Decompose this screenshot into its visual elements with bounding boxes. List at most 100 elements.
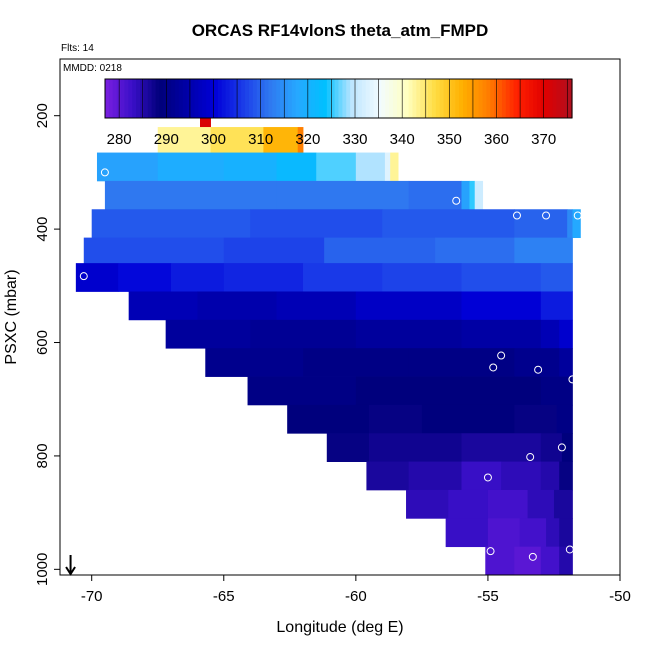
- colorbar-tick-label: 350: [437, 131, 462, 148]
- heatmap-cell: [287, 404, 370, 434]
- arrow-down-icon: [65, 566, 76, 576]
- colorbar-swatch: [194, 79, 199, 118]
- colorbar-swatch: [322, 79, 328, 118]
- colorbar-swatch: [400, 79, 406, 118]
- heatmap-cell: [519, 518, 547, 548]
- y-tick-label: 400: [34, 217, 51, 242]
- data-marker: [557, 443, 566, 452]
- heatmap-cell: [157, 152, 225, 182]
- chart-title: ORCAS RF14vlonS theta_atm_FMPD: [192, 21, 489, 40]
- data-marker: [568, 375, 577, 384]
- x-tick-label: -50: [609, 588, 631, 605]
- heatmap-cell: [559, 461, 573, 491]
- colorbar-swatch: [159, 79, 164, 118]
- data-marker: [526, 453, 535, 462]
- heatmap-cell: [559, 348, 573, 377]
- data-marker: [79, 272, 88, 281]
- colorbar-swatch: [124, 79, 129, 118]
- colorbar-swatch: [260, 79, 266, 118]
- heatmap-cell: [461, 291, 542, 321]
- colorbar-swatch: [369, 79, 375, 118]
- data-marker: [497, 351, 506, 360]
- heatmap-cell: [553, 489, 573, 519]
- colorbar-swatch: [252, 79, 258, 118]
- heatmap-cell: [461, 461, 502, 491]
- heatmap-cell: [445, 518, 489, 548]
- heatmap-cell: [561, 433, 573, 462]
- heatmap-cell: [435, 237, 515, 264]
- data-marker: [489, 363, 498, 372]
- colorbar-swatch: [105, 79, 110, 118]
- y-axis-label: PSXC (mbar): [3, 269, 20, 364]
- colorbar: 280 290 300 310 320 330 340 350 360 370: [104, 78, 573, 148]
- colorbar-swatch: [392, 79, 398, 118]
- data-marker: [573, 211, 582, 220]
- colorbar-swatch: [334, 79, 340, 118]
- colorbar-swatch: [548, 79, 554, 118]
- colorbar-swatch: [295, 79, 301, 118]
- colorbar-swatch: [346, 79, 351, 118]
- colorbar-swatch: [229, 79, 235, 118]
- heatmap-cell: [250, 209, 383, 239]
- x-tick-label: -65: [213, 588, 235, 605]
- colorbar-swatch: [540, 79, 546, 118]
- colorbar-swatch: [416, 79, 421, 118]
- x-tick-label: -70: [81, 588, 103, 605]
- colorbar-swatch: [202, 79, 207, 118]
- colorbar-swatch: [175, 79, 180, 118]
- heatmap-cell: [469, 180, 476, 210]
- colorbar-swatch: [513, 79, 519, 118]
- colorbar-swatch: [143, 79, 149, 118]
- colorbar-swatch: [509, 79, 515, 118]
- data-marker: [542, 211, 551, 220]
- colorbar-swatch: [326, 79, 332, 118]
- colorbar-swatch: [206, 79, 211, 118]
- flights-note: Flts: 14: [61, 43, 94, 54]
- heatmap-cell: [324, 237, 436, 264]
- heatmap-cell: [540, 319, 560, 349]
- colorbar-swatch: [213, 79, 219, 118]
- heatmap-cell: [514, 404, 558, 434]
- heatmap-cell: [559, 518, 573, 548]
- colorbar-swatch: [521, 79, 526, 118]
- colorbar-swatch: [389, 79, 394, 118]
- colorbar-swatch: [443, 79, 449, 118]
- heatmap-cell: [75, 263, 119, 292]
- heatmap-cell: [487, 489, 528, 519]
- colorbar-swatch: [536, 79, 542, 118]
- colorbar-swatch: [455, 79, 460, 118]
- heatmap-cell: [223, 237, 325, 264]
- heatmap-cell: [559, 546, 573, 576]
- colorbar-swatch: [167, 79, 172, 118]
- heatmap-cell: [104, 180, 278, 210]
- colorbar-tick-label: 280: [107, 131, 132, 148]
- colorbar-swatch: [237, 79, 242, 118]
- y-tick-label: 200: [34, 103, 51, 128]
- heatmap-cell: [501, 461, 542, 491]
- data-marker: [483, 473, 492, 482]
- colorbar-swatch: [490, 79, 495, 118]
- colorbar-swatch: [210, 79, 215, 118]
- colorbar-swatch: [276, 79, 281, 118]
- colorbar-swatch: [307, 79, 312, 118]
- colorbar-swatch: [381, 79, 386, 118]
- date-note: MMDD: 0218: [63, 63, 122, 74]
- colorbar-swatch: [303, 79, 308, 118]
- colorbar-swatch: [424, 79, 429, 118]
- heatmap-cell: [223, 263, 304, 292]
- colorbar-swatch: [264, 79, 270, 118]
- heatmap-cell: [514, 348, 560, 377]
- y-tick-label: 600: [34, 330, 51, 355]
- heatmap-cell: [540, 461, 560, 491]
- data-marker: [565, 545, 574, 554]
- colorbar-swatch: [178, 79, 184, 118]
- heatmap-cell: [355, 291, 462, 321]
- colorbar-swatch: [120, 79, 126, 118]
- colorbar-swatch: [198, 79, 203, 118]
- heatmap-cell: [540, 291, 573, 321]
- colorbar-tick-label: 320: [295, 131, 320, 148]
- colorbar-swatch: [280, 79, 285, 118]
- colorbar-swatch: [354, 79, 359, 118]
- heatmap-cell: [303, 263, 383, 292]
